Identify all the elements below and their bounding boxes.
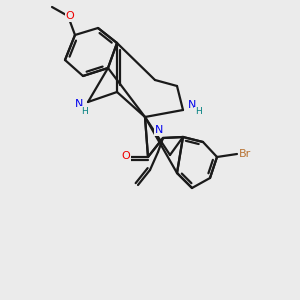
Text: H: H [81, 106, 87, 116]
Text: O: O [66, 11, 74, 21]
Text: H: H [195, 107, 201, 116]
Text: N: N [75, 99, 83, 109]
Text: O: O [122, 151, 130, 161]
Text: N: N [155, 125, 163, 135]
Text: N: N [188, 100, 196, 110]
Text: Br: Br [239, 149, 251, 159]
